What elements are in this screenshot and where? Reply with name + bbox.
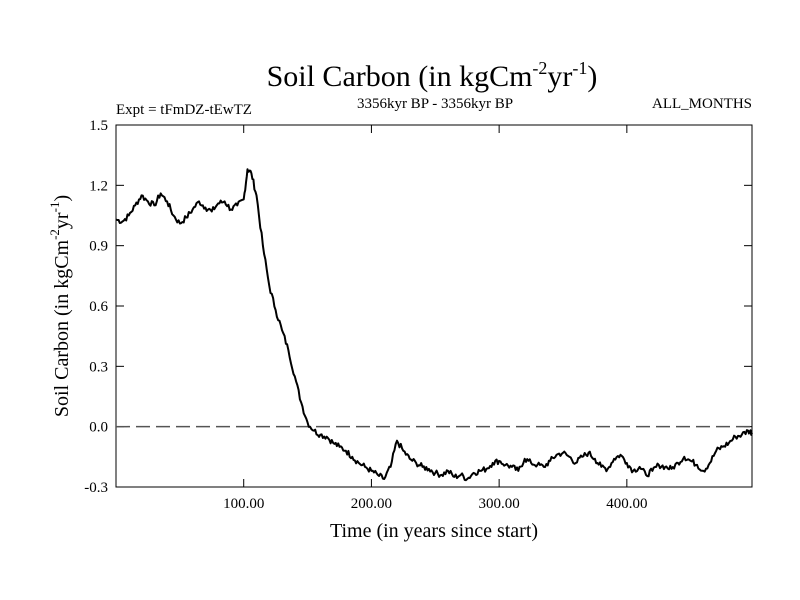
expt-label: Expt = tFmDZ-tEwTZ — [116, 102, 252, 118]
y-tick-label: -0.3 — [84, 480, 108, 496]
x-axis-ticks: 100.00 200.00 300.00 400.00 — [223, 125, 647, 512]
x-tick-label: 300.00 — [479, 496, 520, 512]
y-axis-ticks: -0.3 0.0 0.3 0.6 0.9 1.2 1.5 — [84, 118, 752, 496]
chart-title: Soil Carbon (in kgCm-2yr-1) — [267, 58, 598, 93]
x-tick-label: 200.00 — [351, 496, 392, 512]
y-tick-label: 0.3 — [89, 359, 108, 375]
y-tick-label: 0.6 — [89, 299, 108, 315]
months-label: ALL_MONTHS — [652, 96, 752, 112]
y-tick-label: 0.9 — [89, 239, 108, 255]
y-tick-label: 0.0 — [89, 420, 108, 436]
series-line-soil-carbon — [115, 168, 753, 482]
y-axis-label: Soil Carbon (in kgCm-2yr-1) — [47, 195, 73, 417]
y-tick-label: 1.2 — [89, 178, 108, 194]
x-tick-label: 100.00 — [223, 496, 264, 512]
y-tick-label: 1.5 — [89, 118, 108, 134]
x-axis-label: Time (in years since start) — [330, 520, 538, 542]
period-label: 3356kyr BP - 3356kyr BP — [357, 96, 513, 112]
x-tick-label: 400.00 — [606, 496, 647, 512]
plot-frame — [115, 124, 753, 488]
